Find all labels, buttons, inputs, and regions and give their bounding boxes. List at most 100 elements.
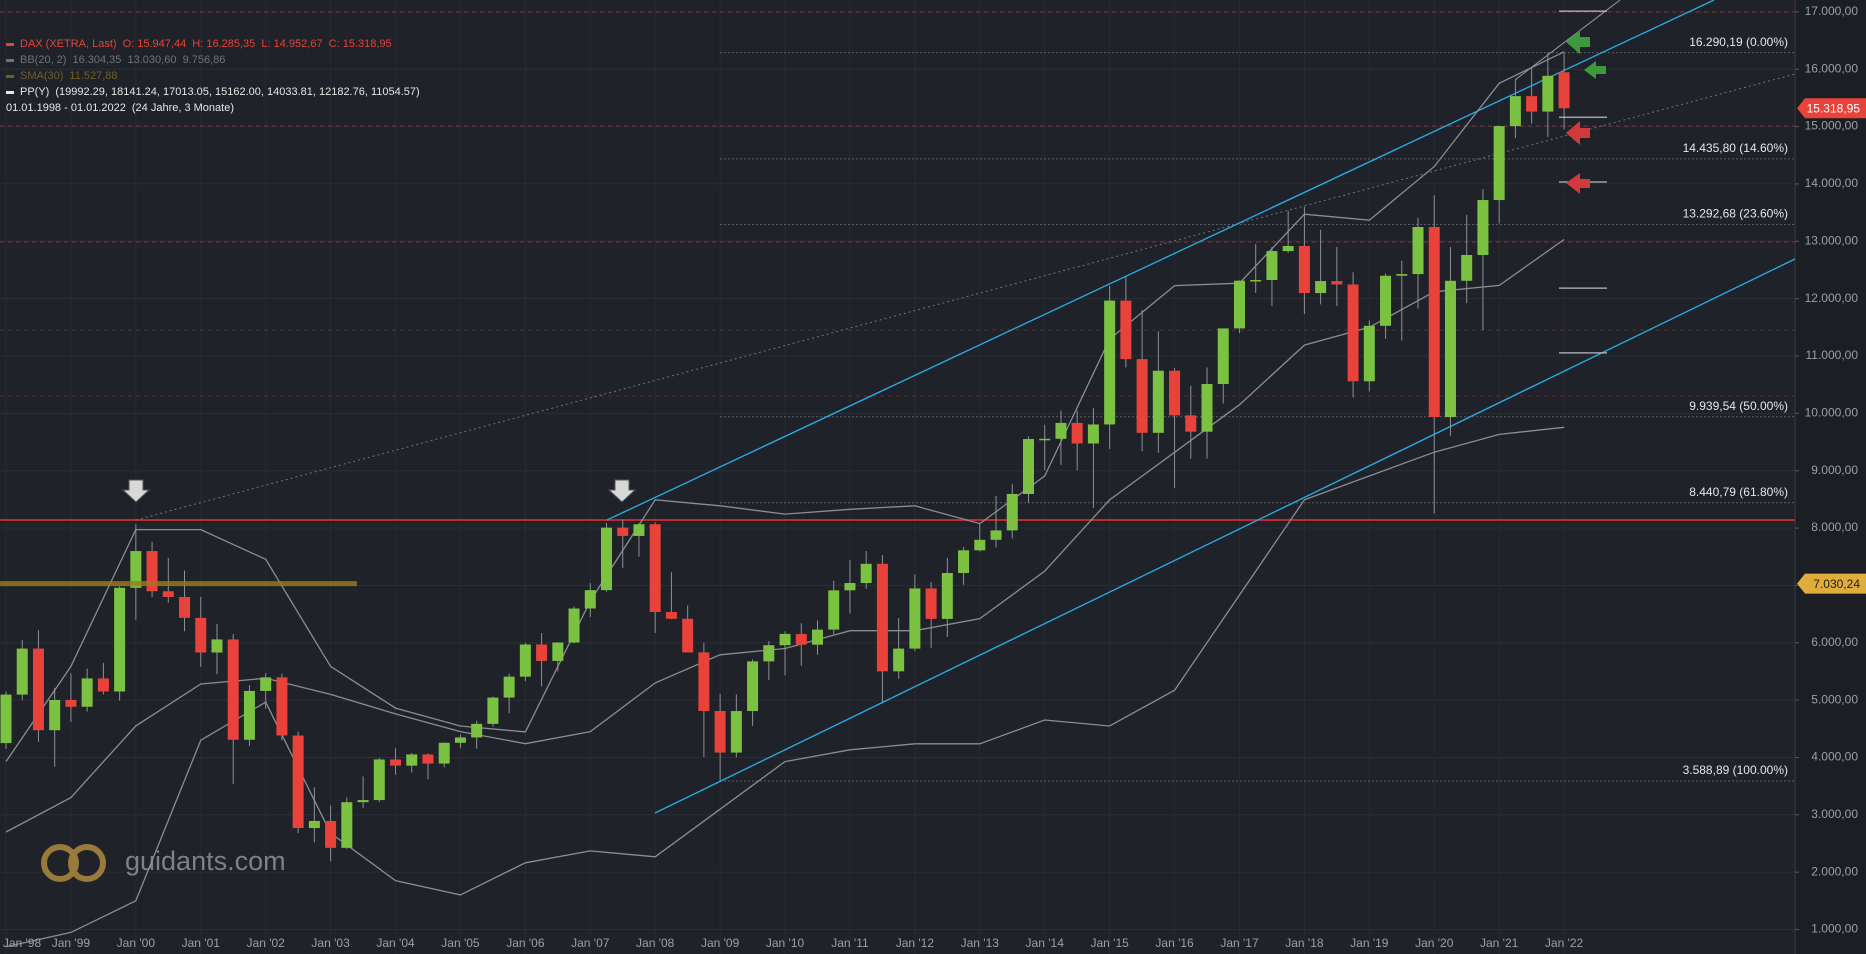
legend-row: SMA(30) 11.527,88	[6, 68, 420, 84]
candle-body	[162, 591, 174, 597]
axis-background	[1795, 0, 1866, 954]
legend-swatch	[6, 58, 14, 62]
candle-body	[341, 802, 353, 848]
candle-body	[146, 551, 158, 592]
x-tick-label: Jan '13	[961, 936, 1000, 950]
candle-body	[698, 652, 710, 711]
series	[0, 10, 1607, 948]
price-tag	[1797, 573, 1866, 594]
candle-body	[16, 648, 28, 695]
candle-body	[1298, 245, 1310, 294]
candle-body	[649, 524, 661, 613]
legend-values: 16.304,35 13.030,60 9.756,86	[72, 54, 226, 66]
candle-body	[471, 723, 483, 738]
legend-swatch	[6, 42, 14, 46]
candle-body	[1315, 281, 1327, 294]
axes: 1.000,00 2.000,00 3.000,00 4.000,00 5.000,00…	[3, 4, 1866, 950]
candle-body	[65, 699, 77, 707]
candle-body	[860, 563, 872, 584]
legend-swatch	[6, 90, 14, 94]
x-tick-label: Jan '00	[117, 936, 156, 950]
candle-body	[974, 539, 986, 551]
y-tick-label: 3.000,00	[1811, 807, 1858, 821]
candle-body	[1396, 274, 1408, 276]
x-tick-label: Jan '16	[1155, 936, 1194, 950]
arrow-marker	[1566, 173, 1590, 194]
x-tick-label: Jan '04	[376, 936, 415, 950]
y-tick-label: 17.000,00	[1805, 4, 1859, 18]
candle-body	[1493, 126, 1505, 201]
candle-body	[893, 648, 905, 672]
arrow-marker	[121, 479, 151, 503]
candle-body	[941, 573, 953, 619]
y-tick-label: 4.000,00	[1811, 750, 1858, 764]
candle-body	[909, 588, 921, 649]
y-tick-label: 10.000,00	[1805, 406, 1859, 420]
legend-row: PP(Y) (19992.29, 18141.24, 17013.05, 1516…	[6, 84, 420, 100]
candle-body	[1266, 251, 1278, 280]
candle-body	[812, 629, 823, 645]
candle-body	[1558, 72, 1570, 109]
candle-body	[1006, 493, 1018, 531]
candle-body	[1282, 245, 1294, 252]
x-tick-label: Jan '14	[1026, 936, 1065, 950]
candle-body	[97, 678, 109, 692]
candle-body	[1233, 280, 1245, 329]
logo-icon	[41, 844, 79, 882]
x-tick-label: Jan '98	[3, 936, 42, 950]
price-tag	[1797, 98, 1866, 119]
candle-body	[665, 612, 677, 619]
candle-body	[130, 551, 142, 588]
grid	[0, 11, 1795, 931]
y-tick-label: 15.000,00	[1805, 119, 1859, 133]
plot-background	[0, 0, 1795, 954]
y-tick-label: 14.000,00	[1805, 176, 1859, 190]
candle-body	[308, 820, 320, 829]
candle-body	[1104, 300, 1116, 425]
candle-body	[1380, 275, 1392, 326]
candle-body	[1331, 281, 1343, 285]
candle-body	[276, 677, 288, 736]
x-tick-label: Jan '03	[311, 936, 350, 950]
fib-label: 3.588,89 (100.00%)	[1683, 763, 1788, 777]
channel-upper	[606, 0, 1715, 521]
candle-body	[1526, 96, 1538, 112]
x-tick-label: Jan '12	[896, 936, 935, 950]
candle-body	[390, 759, 402, 766]
candle-body	[747, 661, 759, 712]
price-tag-label: 15.318,95	[1807, 101, 1861, 115]
candle-body	[633, 524, 645, 536]
fib-label: 8.440,79 (61.80%)	[1689, 485, 1788, 499]
candle-body	[584, 590, 596, 609]
candle-body	[260, 677, 272, 691]
x-tick-label: Jan '08	[636, 936, 675, 950]
logo-text: guidants.com	[125, 846, 286, 876]
candle-body	[1428, 227, 1440, 418]
candle-body	[1136, 359, 1148, 433]
y-tick-label: 12.000,00	[1805, 291, 1859, 305]
y-tick-label: 11.000,00	[1806, 348, 1859, 362]
candle-body	[1347, 284, 1359, 382]
candle-body	[536, 644, 548, 661]
trend-line	[135, 73, 1795, 521]
candle-body	[373, 759, 385, 801]
x-tick-label: Jan '01	[182, 936, 221, 950]
candle-body	[1363, 325, 1375, 382]
candle-body	[1185, 415, 1197, 432]
x-tick-label: Jan '22	[1545, 936, 1584, 950]
candle-body	[487, 697, 499, 724]
candle-body	[0, 694, 12, 744]
legend-row: DAX (XETRA, Last) O: 15.947,44 H: 16.285,…	[6, 36, 420, 52]
candle-body	[32, 648, 44, 731]
x-tick-label: Jan '10	[766, 936, 805, 950]
arrow-marker	[1566, 30, 1590, 54]
candle-body	[1169, 370, 1181, 416]
candle-body	[325, 820, 337, 848]
x-tick-label: Jan '17	[1220, 936, 1259, 950]
candle-body	[1542, 75, 1554, 112]
candle-body	[211, 639, 223, 653]
candle-body	[958, 550, 970, 574]
candle-body	[730, 711, 742, 753]
